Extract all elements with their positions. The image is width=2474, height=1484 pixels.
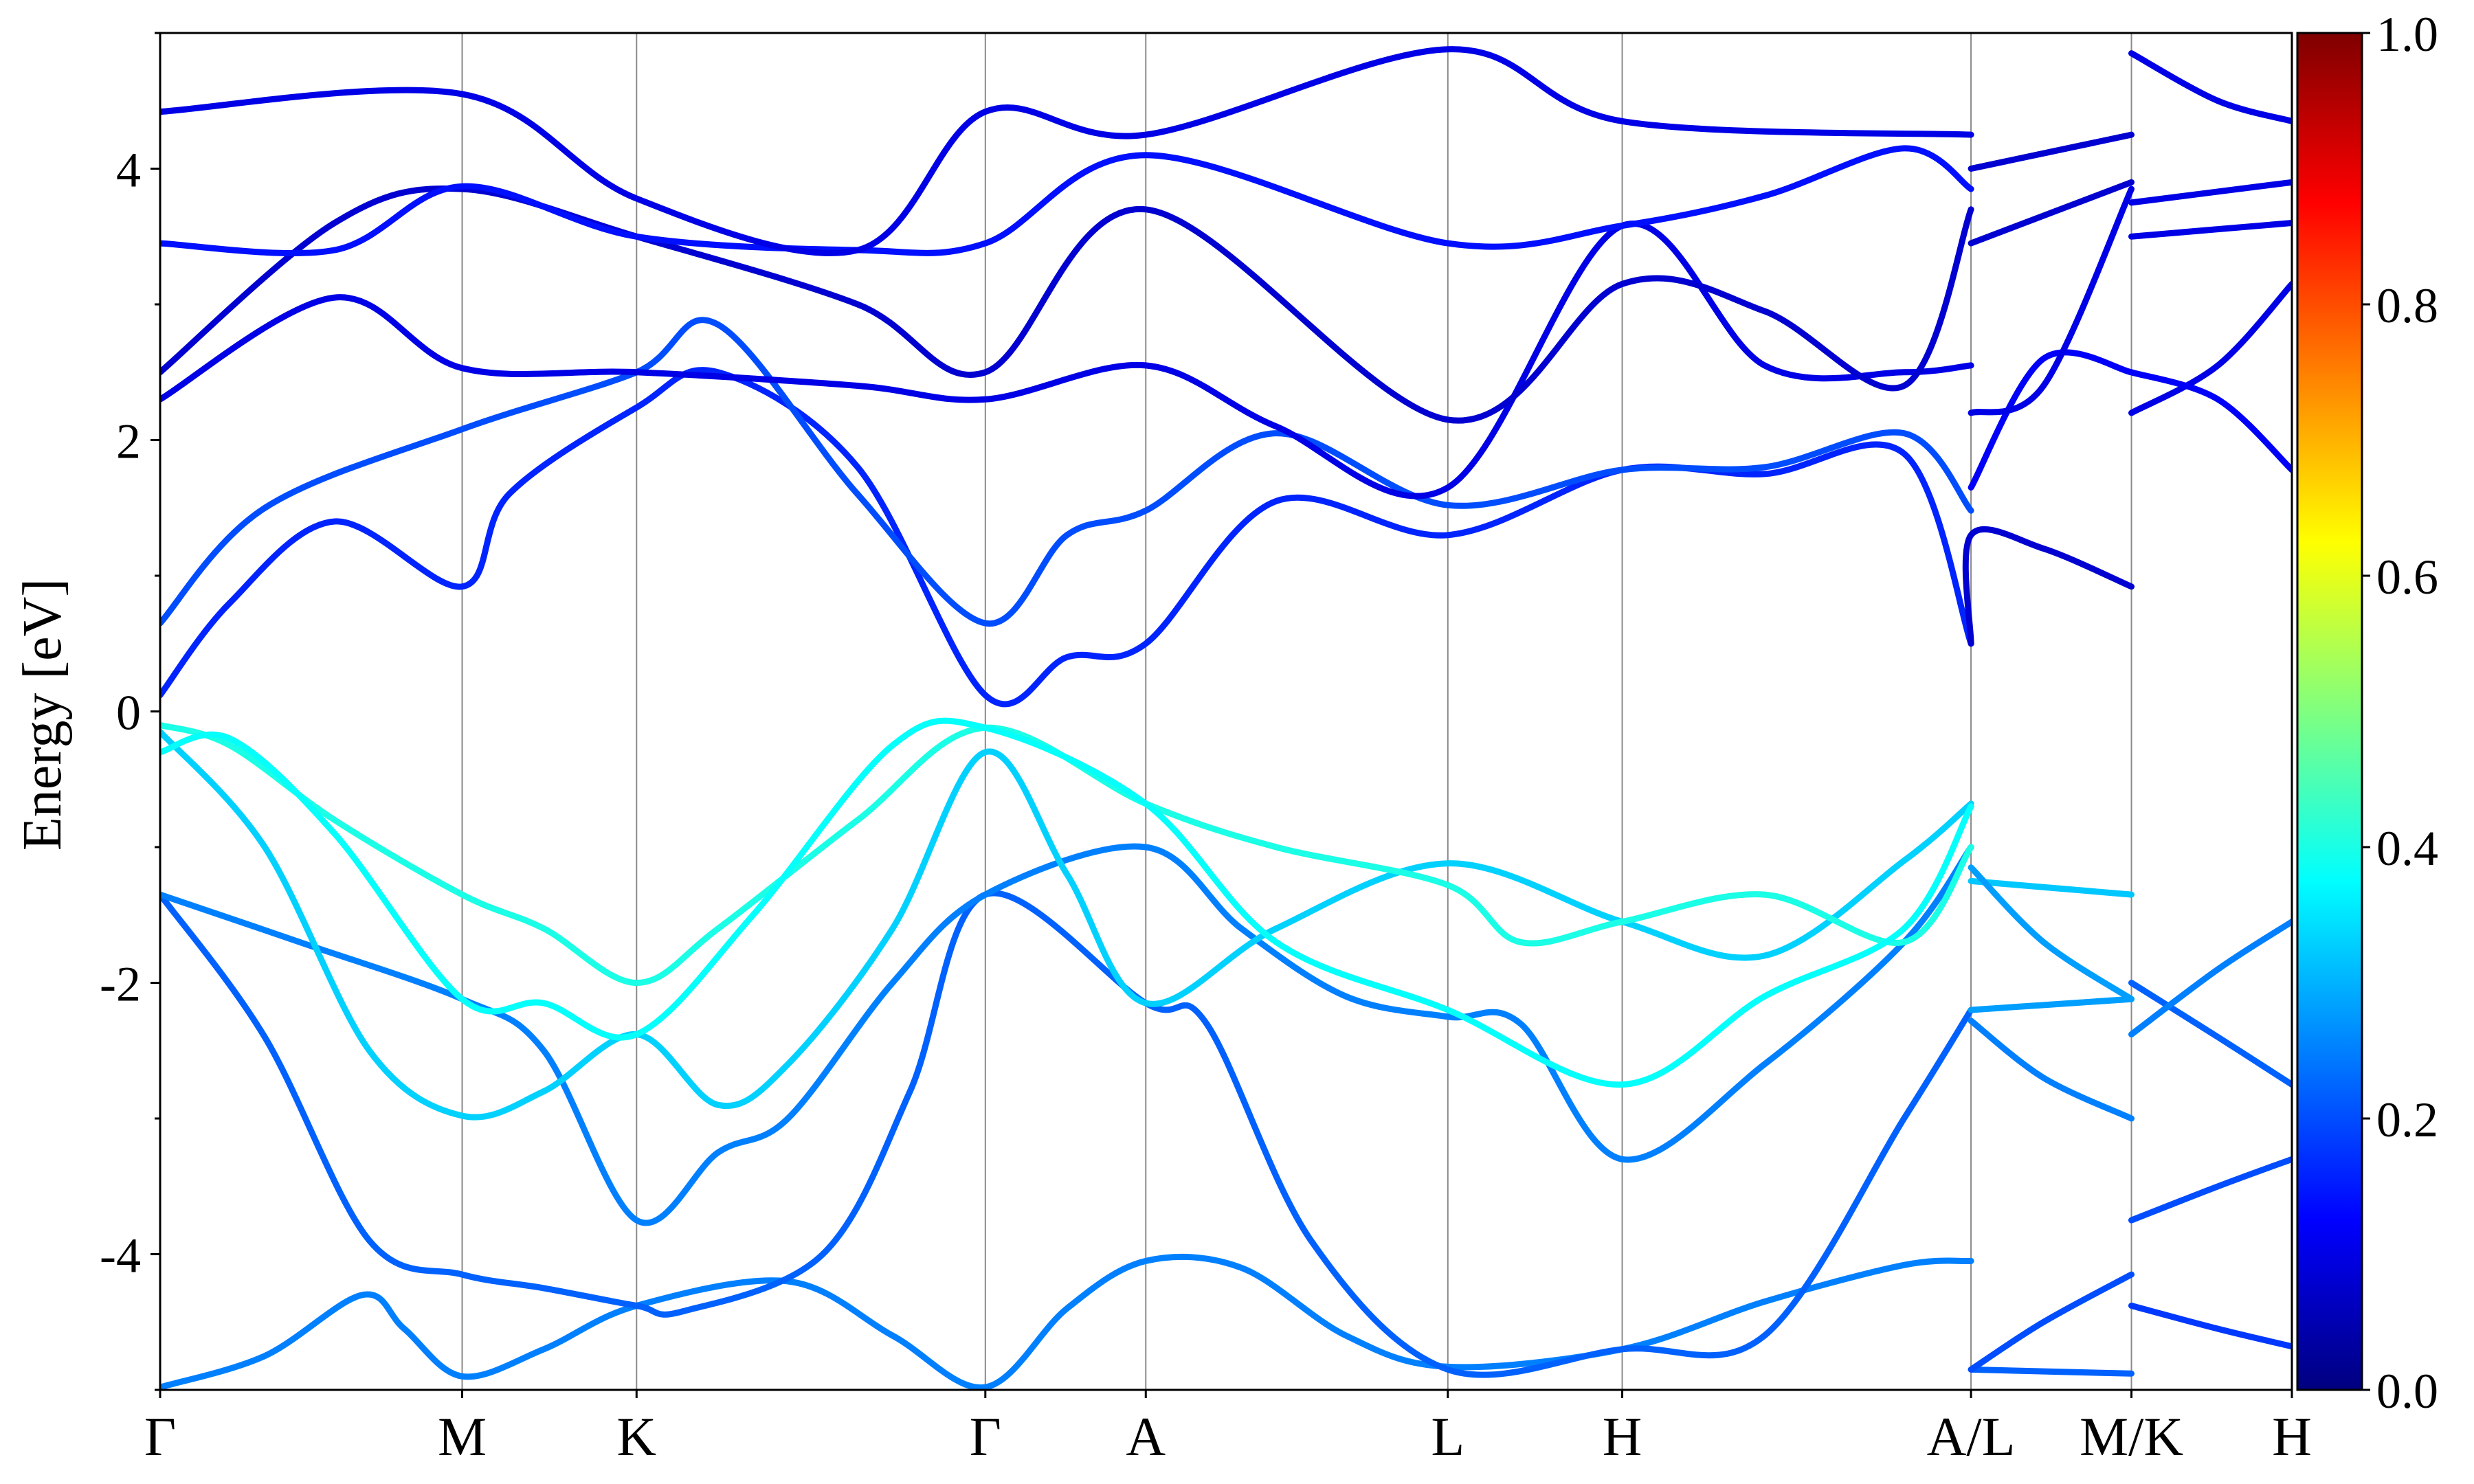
band-line (160, 145, 1974, 257)
band-line (1968, 186, 2135, 416)
band-line (1968, 1018, 2135, 1122)
x-tick-label: M (438, 1407, 487, 1468)
colorbar-tick-label: 0.6 (2376, 550, 2438, 605)
y-tick-label: -4 (100, 1228, 141, 1283)
band-line (160, 46, 1974, 256)
band-line (2128, 980, 2292, 1088)
y-axis: -4 -2 0 2 4 (100, 32, 160, 1391)
colorbar-tick-label: 0.4 (2376, 821, 2438, 876)
band-line (1968, 996, 2135, 1013)
y-axis-label: Energy [eV] (12, 578, 73, 851)
colorbar-tick-label: 1.0 (2376, 7, 2438, 62)
band-line (160, 185, 1974, 424)
band-line (1968, 1366, 2135, 1377)
band-line (2128, 369, 2292, 473)
y-tick-label: 4 (116, 143, 141, 198)
band-line (1962, 526, 2135, 647)
band-line (160, 717, 1974, 1088)
band-line (160, 843, 1974, 1226)
band-line (1968, 131, 2135, 172)
band-line (160, 221, 1974, 499)
x-axis: Γ M K Γ A L H A/L M/K H (144, 1390, 2312, 1468)
band-line (2128, 50, 2292, 124)
x-tick-label: L (1431, 1407, 1464, 1468)
band-line (1968, 179, 2135, 247)
high-symmetry-lines (461, 33, 2132, 1390)
band-line (2128, 280, 2292, 416)
band-line (2128, 220, 2292, 240)
x-tick-label: H (2272, 1407, 2312, 1468)
band-line (160, 1253, 1974, 1390)
x-tick-label: Γ (144, 1407, 176, 1468)
band-line (2128, 1303, 2292, 1350)
band-line (1968, 1271, 2135, 1373)
band-line (160, 728, 1974, 1121)
band-line (1968, 864, 2135, 1002)
y-tick-label: 0 (116, 686, 141, 741)
x-tick-label: H (1603, 1407, 1642, 1468)
band-line (2128, 919, 2292, 1037)
x-tick-label: K (616, 1407, 656, 1468)
x-tick-label: A/L (1927, 1407, 2016, 1468)
colorbar-tick-label: 0.2 (2376, 1092, 2438, 1147)
y-tick-label: -2 (100, 957, 141, 1012)
band-line (1968, 349, 2135, 491)
x-tick-label: A (1126, 1407, 1166, 1468)
band-line (160, 317, 1974, 627)
x-tick-label: M/K (2080, 1407, 2183, 1468)
plot-frame (159, 32, 2293, 1391)
colorbar-ticks: 0.0 0.2 0.4 0.6 0.8 1.0 (2362, 7, 2438, 1419)
band-line (2128, 179, 2292, 206)
band-line (2128, 1156, 2292, 1224)
y-tick-label: 2 (116, 414, 141, 469)
band-lines (160, 46, 2292, 1390)
colorbar (2296, 32, 2363, 1391)
x-tick-label: Γ (970, 1407, 1001, 1468)
band-line (160, 721, 1974, 986)
colorbar-tick-label: 0.0 (2376, 1364, 2438, 1419)
colorbar-tick-label: 0.8 (2376, 278, 2438, 333)
